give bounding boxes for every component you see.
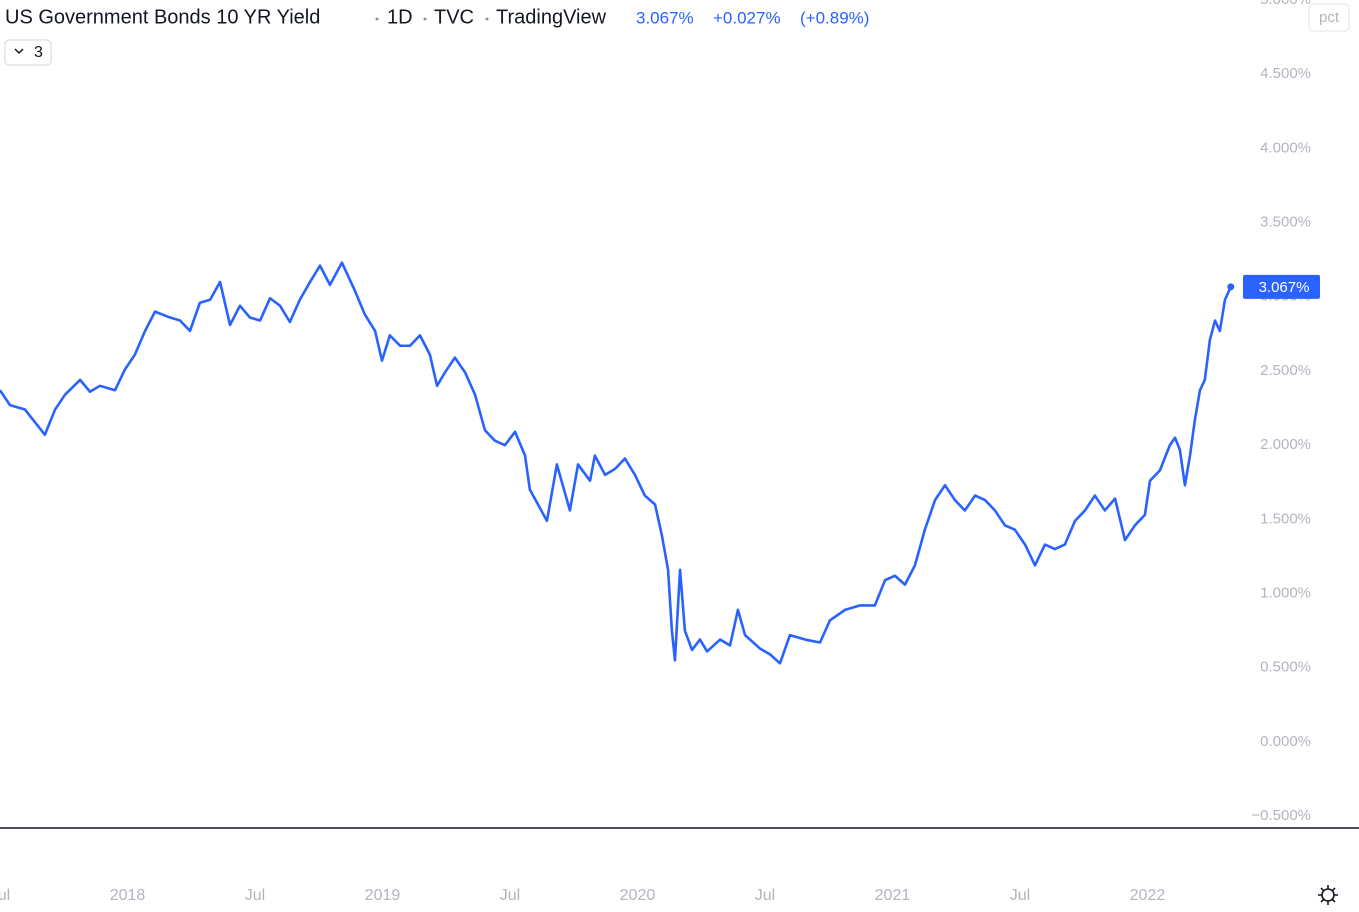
- indicator-toggle[interactable]: 3: [4, 39, 52, 66]
- y-tick-label: 2.500%: [1260, 362, 1311, 379]
- y-tick-label: 0.500%: [1260, 659, 1311, 676]
- settings[interactable]: [1318, 885, 1338, 905]
- y-tick-label: −0.500%: [1251, 807, 1311, 824]
- separator: [375, 17, 379, 21]
- price-line: [0, 261, 1233, 665]
- y-tick-label: 1.500%: [1260, 510, 1311, 527]
- scale-box[interactable]: [1308, 3, 1350, 32]
- price-tag: [1243, 274, 1320, 299]
- price: 3.067%: [636, 8, 694, 27]
- separator: [485, 17, 489, 21]
- change: +0.027%: [713, 8, 781, 27]
- y-tick-label: 4.000%: [1260, 139, 1311, 156]
- indicator-count[interactable]: 3: [34, 44, 43, 61]
- x-tick-label: 2019: [365, 887, 401, 904]
- y-tick-label: 3.500%: [1260, 214, 1311, 231]
- gear-teeth[interactable]: [1318, 885, 1338, 905]
- change-pct: (+0.89%): [800, 8, 869, 27]
- separator: [423, 17, 427, 21]
- x-tick-label: Jul: [1010, 887, 1030, 904]
- x-tick-label: 2021: [875, 887, 911, 904]
- x-tick-label: 2018: [110, 887, 146, 904]
- y-tick-label: 0.000%: [1260, 733, 1311, 750]
- last-point: [1227, 283, 1235, 291]
- y-tick-label: 2.000%: [1260, 436, 1311, 453]
- y-tick-label: 1.000%: [1260, 585, 1311, 602]
- y-tick-label: 4.500%: [1260, 65, 1311, 82]
- chart-title: US Government Bonds 10 YR Yield: [5, 6, 320, 28]
- x-tick-label: 2020: [620, 887, 656, 904]
- x-tick-label: Jul: [0, 887, 10, 904]
- x-tick-label: Jul: [245, 887, 265, 904]
- plot: −0.500% 0.000% 0.500% 1.000% 1.500% 2.000% 2.5…: [0, 0, 1320, 904]
- x-tick-label: 2022: [1130, 887, 1166, 904]
- chevron[interactable]: [14, 48, 24, 55]
- source: TradingView: [496, 6, 607, 28]
- x-tick-label: Jul: [755, 887, 775, 904]
- interval: 1D: [387, 6, 413, 28]
- price-tag-label: 3.067%: [1259, 279, 1310, 296]
- y-tick-label: 5.000%: [1260, 0, 1311, 8]
- scale-label[interactable]: pct: [1319, 9, 1340, 26]
- toggle-box[interactable]: [4, 39, 52, 66]
- exchange: TVC: [434, 6, 474, 28]
- scale-mode[interactable]: pct: [1308, 3, 1350, 32]
- x-tick-label: Jul: [500, 887, 520, 904]
